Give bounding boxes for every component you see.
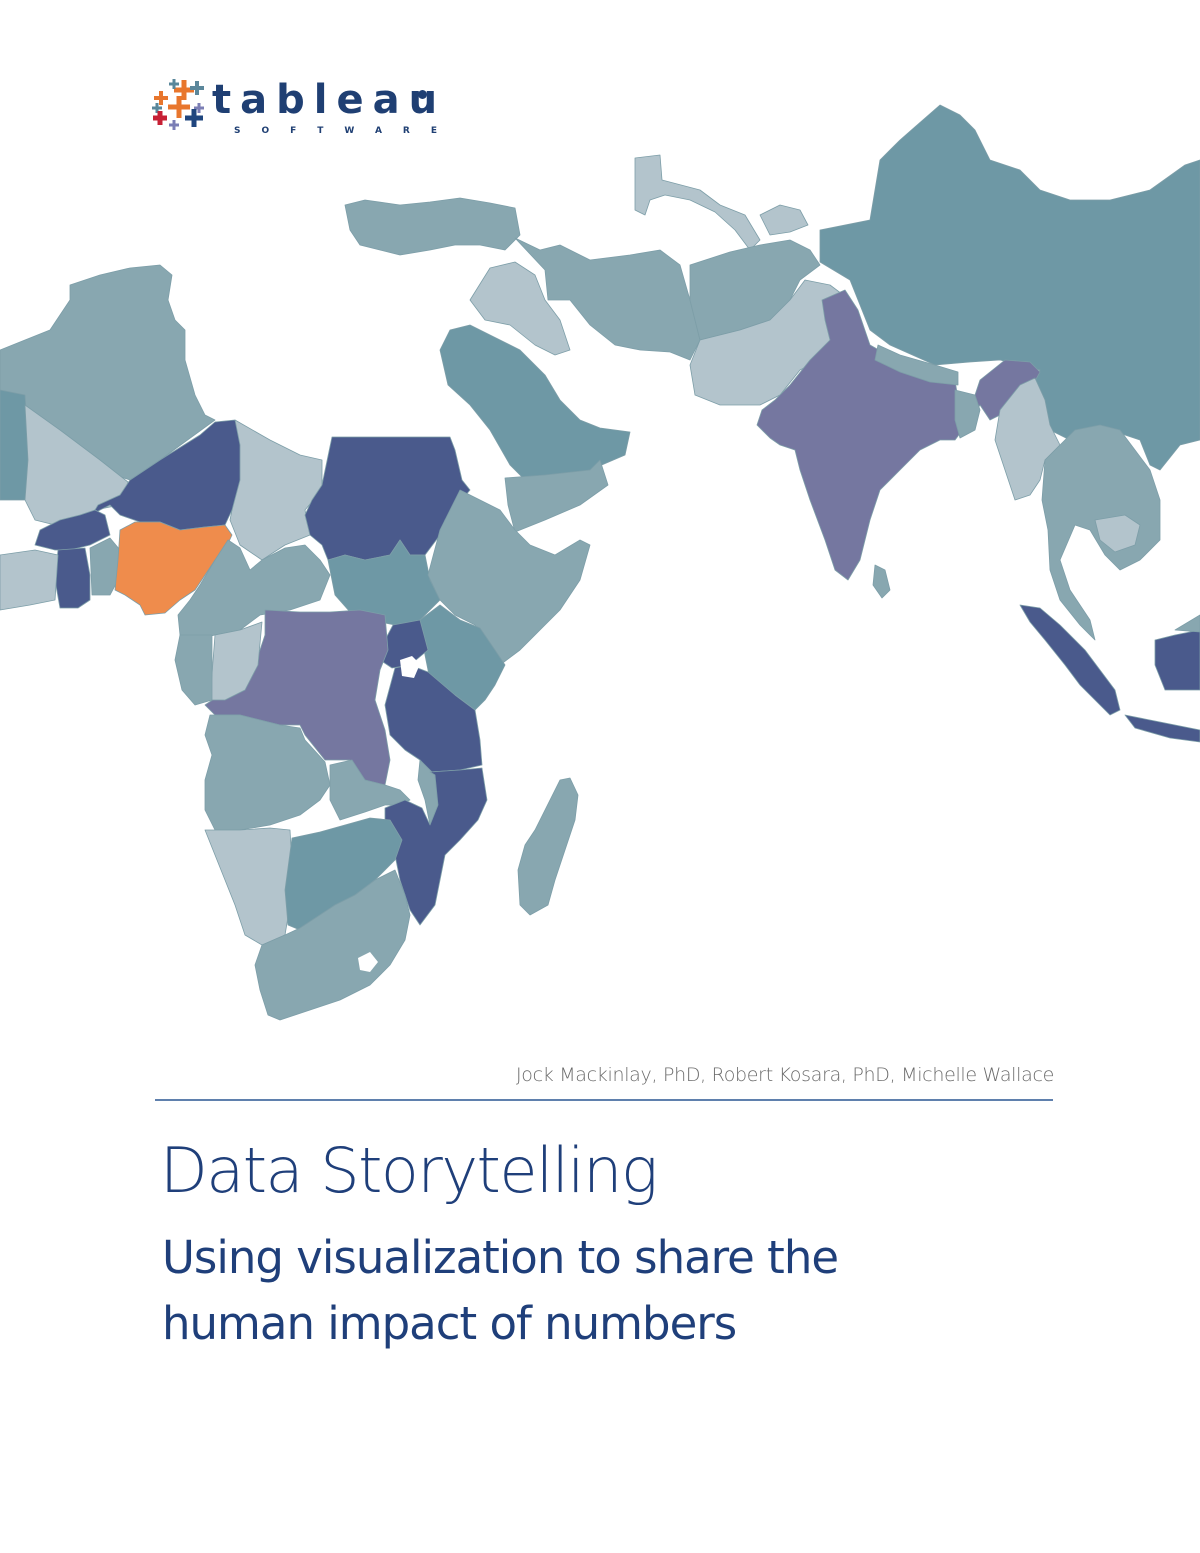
subtitle-line-1: Using visualization to share the xyxy=(162,1231,839,1284)
region-ghana xyxy=(54,547,91,609)
region-saudi-arabia xyxy=(439,324,631,481)
region-nepal xyxy=(874,344,959,386)
tableau-logo: tableau SOFTWARE xyxy=(150,78,450,138)
region-gabon xyxy=(174,634,213,706)
logo-tagline: SOFTWARE xyxy=(234,126,458,136)
region-indonesia-sumatra xyxy=(1019,604,1121,716)
region-china xyxy=(819,104,1200,471)
subtitle-line-2: human impact of numbers xyxy=(162,1297,737,1350)
region-malaysia-borneo xyxy=(1174,614,1200,633)
region-uzbekistan xyxy=(634,154,761,251)
choropleth-map xyxy=(0,104,1200,1021)
region-south-africa xyxy=(254,869,411,1021)
region-madagascar xyxy=(517,777,579,916)
region-mozambique xyxy=(384,767,488,926)
region-sri-lanka xyxy=(872,564,891,599)
authors-line: Jock Mackinlay, PhD, Robert Kosara, PhD,… xyxy=(515,1064,1054,1086)
divider-rule xyxy=(155,1099,1053,1101)
document-subtitle: Using visualization to share the human i… xyxy=(162,1225,839,1357)
region-chad xyxy=(229,419,323,561)
region-botswana xyxy=(284,817,403,931)
region-angola xyxy=(204,714,331,831)
tableau-cross-icon xyxy=(152,79,204,130)
region-namibia xyxy=(204,827,293,946)
region-iraq xyxy=(469,261,571,356)
region-tanzania xyxy=(384,664,483,773)
region-yemen xyxy=(504,459,609,533)
region-cambodia xyxy=(1094,514,1141,553)
region-indonesia-borneo xyxy=(1154,629,1200,691)
region-kyrgyz xyxy=(759,204,809,236)
region-indonesia-java xyxy=(1124,714,1200,743)
region-iran xyxy=(514,237,701,361)
region-lesotho xyxy=(358,952,378,972)
region-bangladesh xyxy=(954,389,981,439)
region-ethiopia xyxy=(427,489,591,666)
region-ivory-coast xyxy=(0,549,59,611)
lake-victoria xyxy=(400,656,420,678)
logo-wordmark: tableau xyxy=(212,77,447,123)
logo-dot xyxy=(418,90,427,99)
document-title: Data Storytelling xyxy=(160,1134,658,1207)
region-nigeria xyxy=(114,521,233,616)
region-congo xyxy=(209,621,263,701)
region-turkey xyxy=(344,197,521,256)
